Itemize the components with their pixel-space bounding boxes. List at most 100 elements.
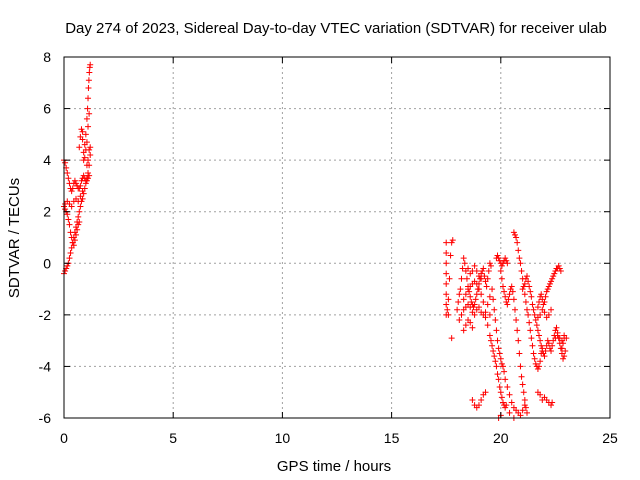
data-point bbox=[560, 340, 567, 347]
data-point bbox=[492, 317, 499, 324]
y-tick-label: 6 bbox=[43, 101, 51, 117]
data-point bbox=[66, 221, 73, 228]
x-tick-label: 20 bbox=[493, 430, 509, 446]
data-point bbox=[454, 306, 461, 313]
data-point bbox=[79, 128, 86, 135]
data-point bbox=[79, 188, 86, 195]
x-tick-label: 15 bbox=[384, 430, 400, 446]
data-point bbox=[443, 291, 450, 298]
data-point bbox=[80, 190, 87, 197]
data-point bbox=[475, 402, 482, 409]
data-point bbox=[460, 255, 467, 262]
data-point bbox=[498, 262, 505, 269]
data-point bbox=[471, 262, 478, 269]
data-point bbox=[499, 399, 506, 406]
data-point bbox=[531, 311, 538, 318]
data-point bbox=[87, 61, 94, 68]
data-point bbox=[524, 273, 531, 280]
data-point bbox=[456, 291, 463, 298]
data-point bbox=[473, 268, 480, 275]
data-point bbox=[77, 203, 84, 210]
data-point bbox=[504, 260, 511, 267]
data-point bbox=[77, 193, 84, 200]
data-point bbox=[519, 381, 526, 388]
data-point bbox=[517, 363, 524, 370]
data-point bbox=[486, 293, 493, 300]
data-point bbox=[473, 280, 480, 287]
data-point bbox=[524, 409, 531, 416]
data-point bbox=[481, 273, 488, 280]
data-point bbox=[543, 288, 550, 295]
data-point bbox=[536, 332, 543, 339]
data-point bbox=[514, 239, 521, 246]
data-point bbox=[482, 309, 489, 316]
data-point bbox=[484, 275, 491, 282]
data-point bbox=[542, 347, 549, 354]
data-point bbox=[447, 252, 454, 259]
data-point bbox=[508, 399, 515, 406]
data-point bbox=[494, 337, 501, 344]
data-point bbox=[62, 268, 69, 275]
data-point bbox=[443, 280, 450, 287]
data-point bbox=[67, 229, 74, 236]
y-tick-label: 4 bbox=[43, 152, 51, 168]
data-point bbox=[487, 262, 494, 269]
data-point bbox=[471, 301, 478, 308]
data-point bbox=[448, 239, 455, 246]
x-tick-label: 10 bbox=[275, 430, 291, 446]
data-point bbox=[471, 311, 478, 318]
data-point bbox=[484, 322, 491, 329]
data-point bbox=[529, 342, 536, 349]
data-point bbox=[87, 151, 94, 158]
data-point bbox=[504, 384, 511, 391]
data-point bbox=[537, 311, 544, 318]
data-point bbox=[490, 347, 497, 354]
data-point bbox=[491, 306, 498, 313]
data-point bbox=[460, 327, 467, 334]
data-point bbox=[71, 177, 78, 184]
data-point bbox=[530, 350, 537, 357]
data-point bbox=[513, 234, 520, 241]
data-point bbox=[525, 278, 532, 285]
data-point bbox=[529, 301, 536, 308]
data-point bbox=[81, 141, 88, 148]
data-point bbox=[76, 144, 83, 151]
data-point bbox=[85, 77, 92, 84]
data-point bbox=[487, 337, 494, 344]
data-point bbox=[562, 347, 569, 354]
data-point bbox=[446, 275, 453, 282]
data-point bbox=[482, 314, 489, 321]
data-point bbox=[517, 412, 524, 419]
data-point bbox=[478, 275, 485, 282]
data-point bbox=[502, 255, 509, 262]
data-point bbox=[549, 399, 556, 406]
data-point bbox=[528, 335, 535, 342]
data-point bbox=[448, 335, 455, 342]
data-point bbox=[86, 172, 93, 179]
data-point bbox=[528, 293, 535, 300]
data-point bbox=[520, 283, 527, 290]
data-point bbox=[527, 327, 534, 334]
plot-frame bbox=[63, 56, 611, 419]
data-point bbox=[497, 389, 504, 396]
data-point bbox=[527, 288, 534, 295]
data-point bbox=[497, 355, 504, 362]
data-point bbox=[521, 402, 528, 409]
data-point bbox=[551, 270, 558, 277]
data-point bbox=[493, 363, 500, 370]
data-point bbox=[443, 270, 450, 277]
data-point bbox=[534, 366, 541, 373]
data-point bbox=[538, 291, 545, 298]
data-point bbox=[458, 275, 465, 282]
data-point bbox=[459, 265, 466, 272]
x-axis-title: GPS time / hours bbox=[277, 458, 391, 475]
data-point bbox=[534, 389, 541, 396]
data-point bbox=[541, 353, 548, 360]
y-axis-title: SDTVAR / TECUs bbox=[6, 178, 23, 298]
data-point bbox=[449, 237, 456, 244]
chart-title: Day 274 of 2023, Sidereal Day-to-day VTE… bbox=[65, 20, 607, 37]
data-point bbox=[506, 291, 513, 298]
data-point bbox=[534, 304, 541, 311]
y-tick-label: 8 bbox=[43, 49, 51, 65]
x-tick-label: 0 bbox=[60, 430, 68, 446]
